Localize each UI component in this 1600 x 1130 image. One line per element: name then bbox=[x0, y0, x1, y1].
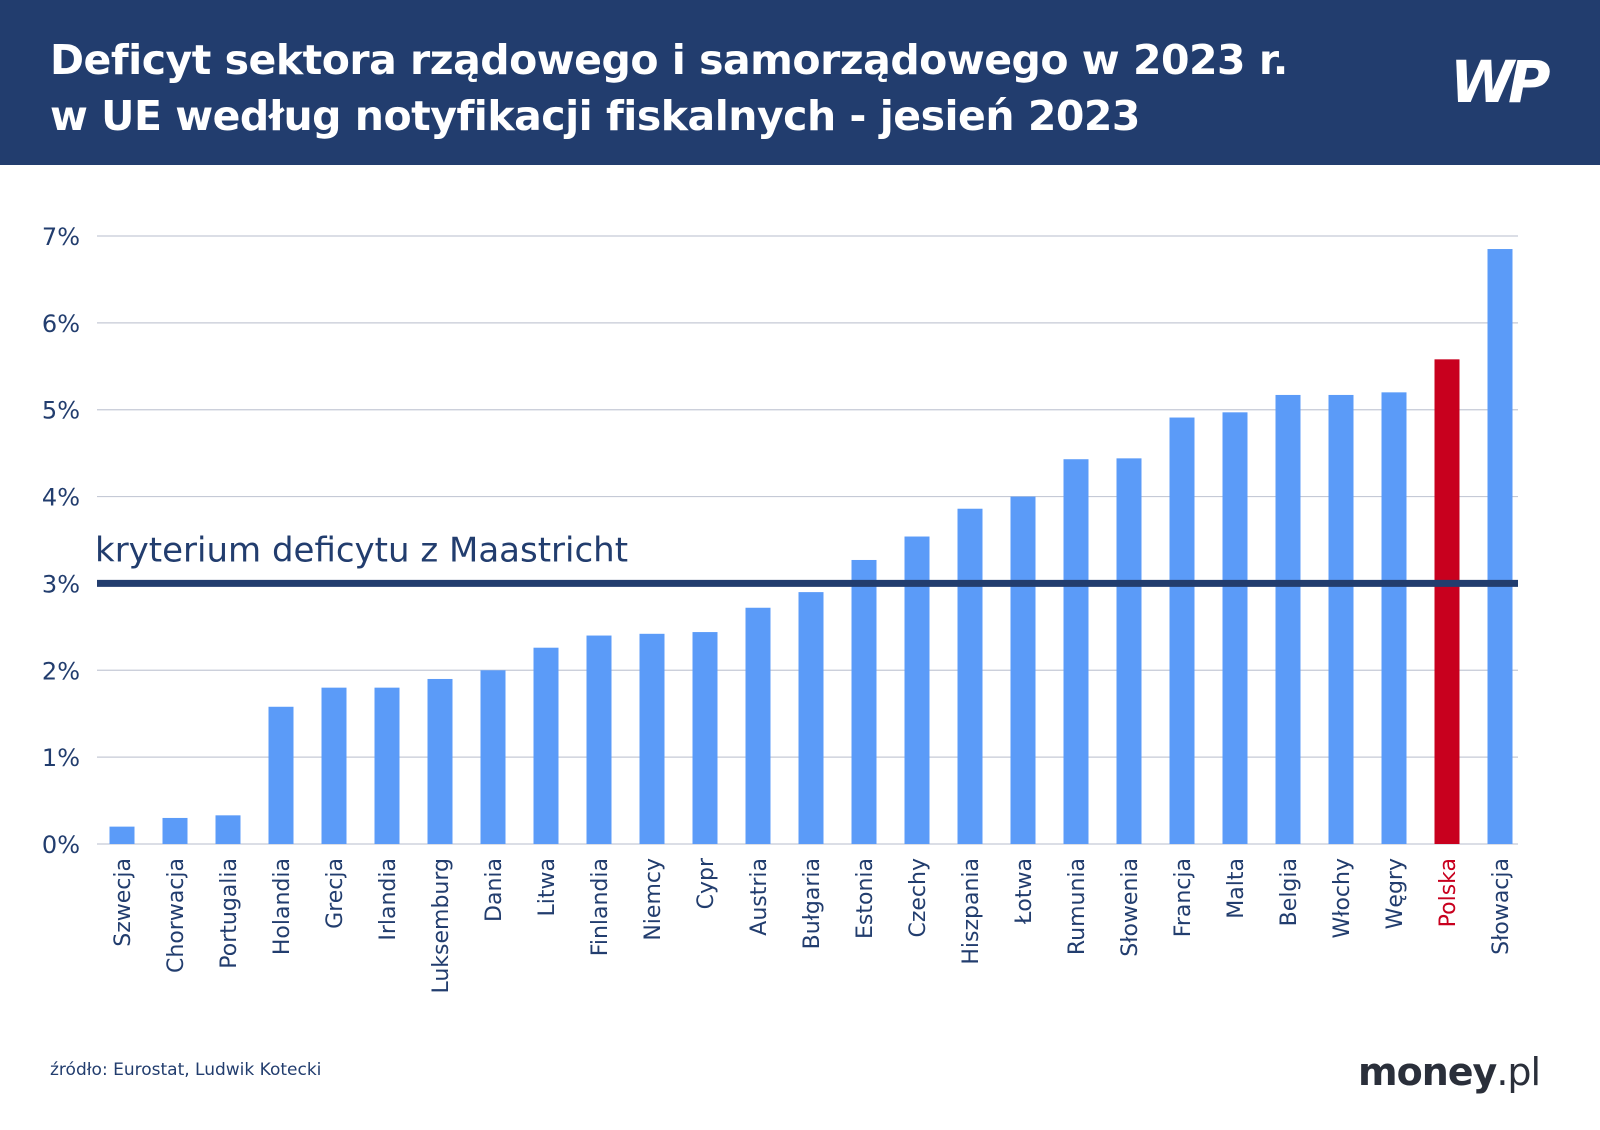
x-tick-label: Malta bbox=[1224, 858, 1249, 919]
x-tick-label: Holandia bbox=[270, 858, 295, 955]
x-tick-label: Chorwacja bbox=[164, 858, 189, 973]
y-tick-label: 1% bbox=[42, 744, 80, 772]
x-tick-label: Litwa bbox=[535, 858, 560, 916]
x-tick-label: Portugalia bbox=[217, 858, 242, 969]
x-tick-label: Irlandia bbox=[376, 858, 401, 941]
y-tick-label: 6% bbox=[42, 310, 80, 338]
bar-Dania bbox=[480, 670, 506, 844]
bar-Polska bbox=[1434, 359, 1460, 844]
brand-main: money bbox=[1358, 1050, 1497, 1094]
bar-Chorwacja bbox=[162, 817, 188, 844]
x-tick-label: Niemcy bbox=[641, 858, 666, 941]
bar-Irlandia bbox=[374, 687, 400, 844]
header: Deficyt sektora rządowego i samorządoweg… bbox=[0, 0, 1600, 165]
bar-Słowenia bbox=[1116, 458, 1142, 844]
x-tick-label: Luksemburg bbox=[429, 858, 454, 994]
bar-Estonia bbox=[851, 559, 877, 844]
bar-Grecja bbox=[321, 687, 347, 844]
bar-Francja bbox=[1169, 417, 1195, 844]
y-tick-label: 3% bbox=[42, 570, 80, 598]
x-tick-label: Belgia bbox=[1277, 858, 1302, 926]
x-tick-label: Bułgaria bbox=[800, 858, 825, 949]
title-line-2: w UE według notyfikacji fiskalnych - jes… bbox=[50, 92, 1140, 140]
x-tick-label: Łotwa bbox=[1012, 858, 1037, 925]
bar-chart: 0% 1% 2% 3% 4% 5% 6% 7% Szwecja Chorwacja Portugal… bbox=[42, 223, 1518, 994]
y-tick-label: 0% bbox=[42, 831, 80, 859]
bar-Łotwa bbox=[1010, 496, 1036, 844]
bar-Portugalia bbox=[215, 815, 241, 844]
x-tick-label: Francja bbox=[1171, 858, 1196, 937]
source-note: źródło: Eurostat, Ludwik Kotecki bbox=[50, 1060, 322, 1080]
bar-Hiszpania bbox=[957, 508, 983, 844]
maastricht-label: kryterium deficytu z Maastricht bbox=[95, 530, 628, 570]
bar-Luksemburg bbox=[427, 678, 453, 844]
bar-Cypr bbox=[692, 632, 718, 844]
brand-suffix: .pl bbox=[1496, 1050, 1541, 1094]
x-tick-label: Estonia bbox=[853, 858, 878, 939]
bar-Belgia bbox=[1275, 394, 1301, 844]
x-tick-label: Polska bbox=[1436, 858, 1461, 927]
bar-Bułgaria bbox=[798, 592, 824, 844]
money-pl-logo: money.pl bbox=[1358, 1050, 1541, 1094]
chart-title: Deficyt sektora rządowego i samorządoweg… bbox=[50, 32, 1288, 144]
x-tick-label: Rumunia bbox=[1065, 858, 1090, 955]
y-tick-label: 7% bbox=[42, 223, 80, 251]
bar-Malta bbox=[1222, 412, 1248, 844]
bar-Szwecja bbox=[109, 826, 135, 844]
wp-logo: WP bbox=[1450, 48, 1551, 116]
x-tick-label: Dania bbox=[482, 858, 507, 922]
x-tick-label: Cypr bbox=[694, 857, 719, 909]
bar-Niemcy bbox=[639, 633, 665, 844]
x-tick-label: Włochy bbox=[1330, 858, 1355, 939]
x-tick-label: Słowenia bbox=[1118, 858, 1143, 957]
x-tick-label: Czechy bbox=[906, 858, 931, 938]
bar-Austria bbox=[745, 607, 771, 844]
title-line-1: Deficyt sektora rządowego i samorządoweg… bbox=[50, 36, 1288, 84]
bar-Litwa bbox=[533, 647, 559, 844]
bar-Czechy bbox=[904, 536, 930, 844]
x-tick-label: Grecja bbox=[323, 858, 348, 929]
y-tick-label: 4% bbox=[42, 484, 80, 512]
y-tick-label: 2% bbox=[42, 657, 80, 685]
bar-Rumunia bbox=[1063, 459, 1089, 844]
bar-Holandia bbox=[268, 706, 294, 844]
y-tick-label: 5% bbox=[42, 397, 80, 425]
x-tick-label: Węgry bbox=[1383, 858, 1408, 929]
bar-Słowacja bbox=[1487, 249, 1513, 844]
x-tick-label: Finlandia bbox=[588, 858, 613, 956]
x-tick-label: Szwecja bbox=[111, 858, 136, 947]
x-tick-label: Hiszpania bbox=[959, 858, 984, 965]
bar-Węgry bbox=[1381, 392, 1407, 844]
bar-Włochy bbox=[1328, 394, 1354, 844]
x-tick-label: Austria bbox=[747, 858, 772, 936]
bar-Finlandia bbox=[586, 635, 612, 844]
x-tick-label: Słowacja bbox=[1489, 858, 1514, 955]
